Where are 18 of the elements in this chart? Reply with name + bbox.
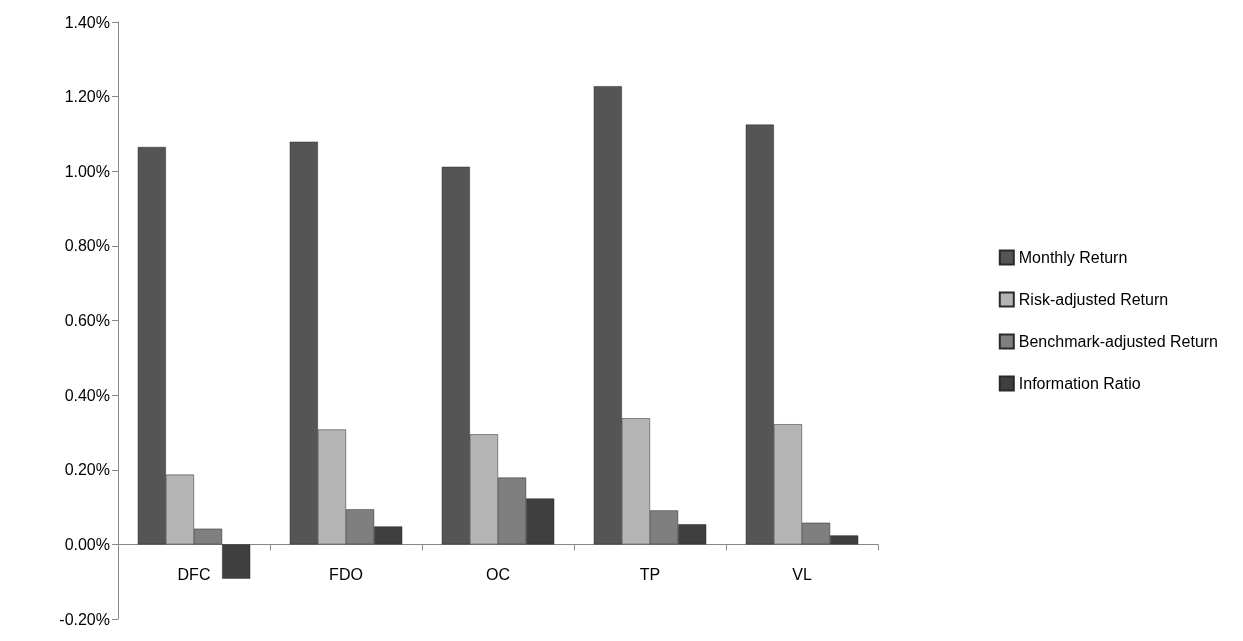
y-tick-label: 1.00%	[64, 162, 110, 180]
y-tick-label: 0.80%	[64, 237, 110, 255]
y-tick-label: 0.20%	[64, 461, 110, 479]
x-tick-label: DFC	[177, 565, 211, 583]
y-tick-label: 0.00%	[64, 535, 110, 553]
x-tick-label: VL	[792, 565, 812, 583]
y-tick-label: 1.40%	[64, 13, 110, 31]
x-tick-label: TP	[639, 565, 661, 583]
legend-label: Benchmark-adjusted Return	[1018, 333, 1219, 350]
y-tick-label: 0.40%	[64, 386, 110, 404]
legend-label: Monthly Return	[1018, 249, 1128, 266]
x-tick-label: FDO	[329, 565, 363, 583]
legend-label: Information Ratio	[1018, 375, 1141, 392]
legend-label: Risk-adjusted Return	[1018, 291, 1169, 308]
y-tick-label: 0.60%	[64, 312, 110, 329]
y-tick-label: -0.20%	[59, 610, 110, 628]
y-tick-label: 1.20%	[64, 88, 110, 106]
x-tick-label: OC	[486, 565, 510, 583]
